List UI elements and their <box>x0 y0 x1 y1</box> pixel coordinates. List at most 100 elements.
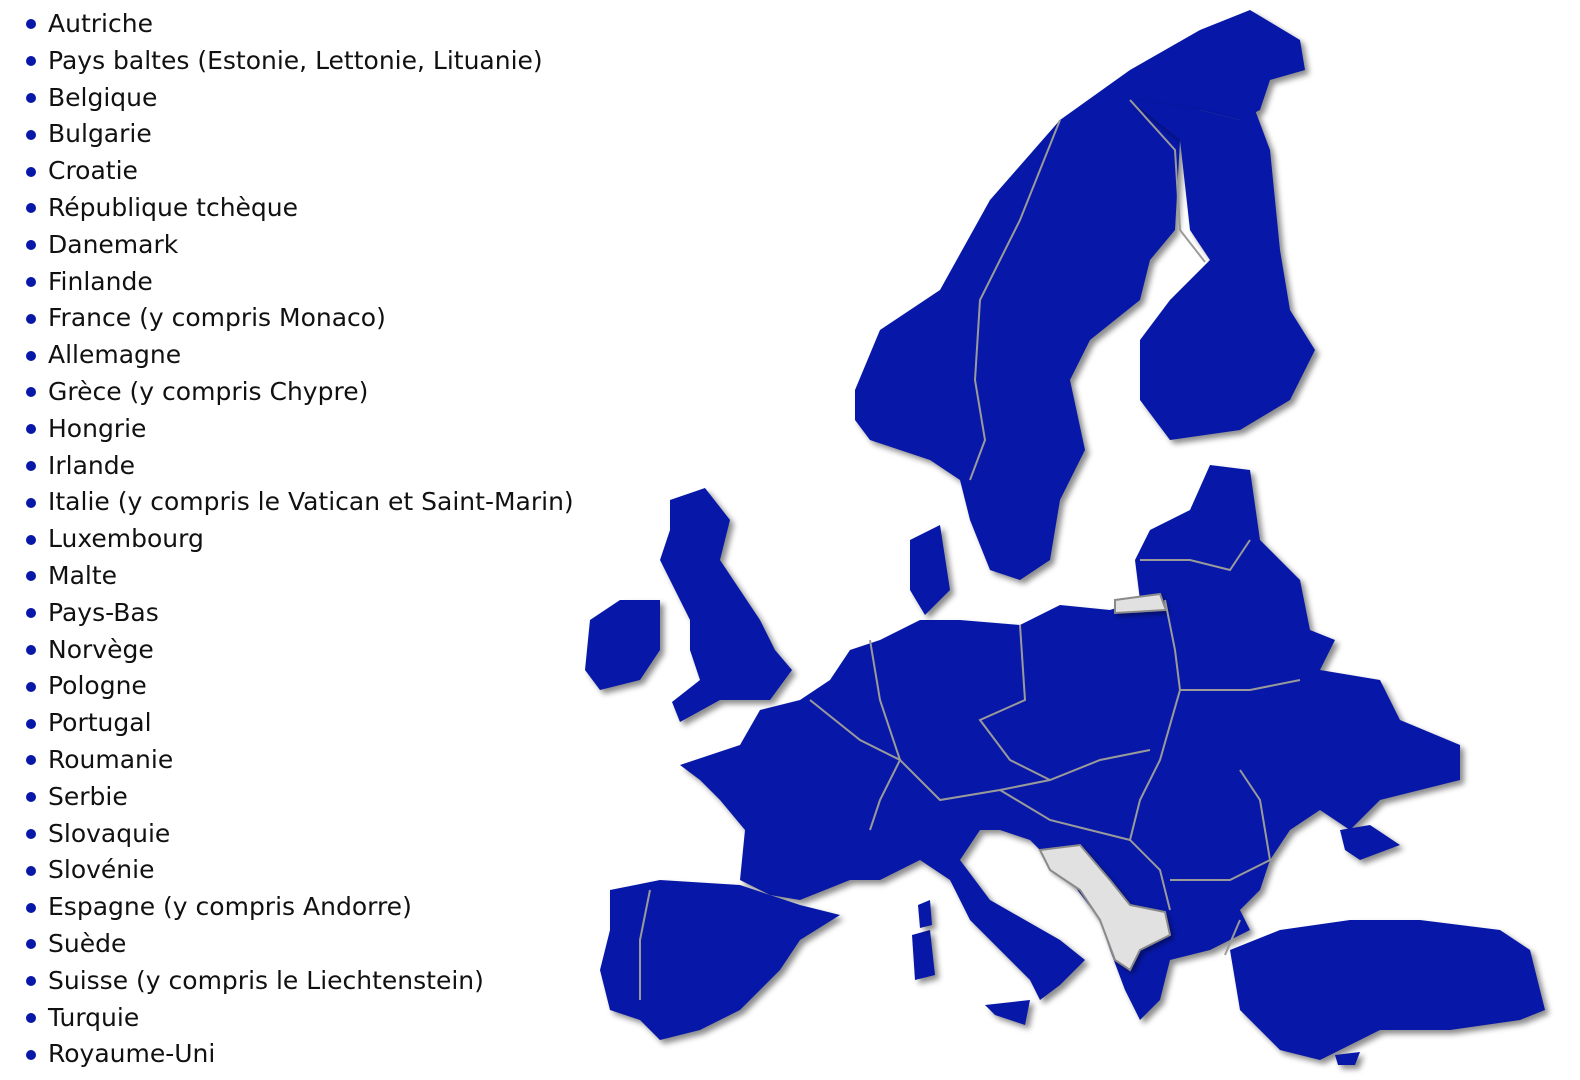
bullet-icon <box>26 608 36 619</box>
country-label: Italie (y compris le Vatican et Saint-Ma… <box>48 487 574 517</box>
region-turkey <box>1230 920 1545 1060</box>
region-sardinia <box>912 930 935 980</box>
country-label: Finlande <box>48 266 153 296</box>
country-label: Hongrie <box>48 413 147 443</box>
list-item: Pays baltes (Estonie, Lettonie, Lituanie… <box>24 43 574 80</box>
list-item: Grèce (y compris Chypre) <box>24 374 574 411</box>
region-continental-europe <box>680 465 1460 1020</box>
region-kaliningrad-excluded <box>1114 592 1168 615</box>
bullet-icon <box>26 203 36 214</box>
list-item: Royaume-Uni <box>24 1036 574 1073</box>
list-item: Croatie <box>24 153 574 190</box>
country-list: Autriche Pays baltes (Estonie, Lettonie, … <box>24 6 574 1073</box>
country-label: Roumanie <box>48 744 174 774</box>
bullet-icon <box>26 460 36 471</box>
bullet-icon <box>26 166 36 177</box>
bullet-icon <box>26 56 36 67</box>
region-scandinavia <box>855 10 1305 580</box>
list-item: Danemark <box>24 227 574 264</box>
bullet-icon <box>26 129 36 140</box>
list-item: Autriche <box>24 6 574 43</box>
bullet-icon <box>26 681 36 692</box>
list-item: Slovaquie <box>24 816 574 853</box>
country-label: Belgique <box>48 82 158 112</box>
region-cyprus <box>1335 1052 1360 1065</box>
country-label: Danemark <box>48 229 179 259</box>
list-item: Italie (y compris le Vatican et Saint-Ma… <box>24 484 574 521</box>
border-line <box>1140 539 1251 572</box>
bullet-icon <box>26 1049 36 1060</box>
country-label: Suède <box>48 928 127 958</box>
country-label: Slovaquie <box>48 818 171 848</box>
list-item: République tchèque <box>24 190 574 227</box>
list-item: Irlande <box>24 448 574 485</box>
list-item: Roumanie <box>24 742 574 779</box>
list-item: Slovénie <box>24 852 574 889</box>
bullet-icon <box>26 19 36 30</box>
bullet-icon <box>26 828 36 839</box>
region-western-balkans-excluded <box>1038 843 1172 972</box>
bullet-icon <box>26 387 36 398</box>
list-item: Luxembourg <box>24 521 574 558</box>
border-line <box>1224 919 1241 956</box>
list-item: Portugal <box>24 705 574 742</box>
bullet-icon <box>26 644 36 655</box>
country-label: Malte <box>48 560 118 590</box>
bullet-icon <box>26 939 36 950</box>
bullet-icon <box>26 497 36 508</box>
list-item: Norvège <box>24 632 574 669</box>
bullet-icon <box>26 902 36 913</box>
region-ireland <box>585 600 660 690</box>
list-item: Allemagne <box>24 337 574 374</box>
bullet-icon <box>26 534 36 545</box>
country-label: Luxembourg <box>48 524 204 554</box>
list-item: Turquie <box>24 1000 574 1037</box>
border-line <box>1128 599 1182 911</box>
bullet-icon <box>26 1012 36 1023</box>
bullet-icon <box>26 865 36 876</box>
country-label: Pologne <box>48 671 147 701</box>
country-label: Espagne (y compris Andorre) <box>48 892 412 922</box>
country-label: Pays-Bas <box>48 597 159 627</box>
list-item: Serbie <box>24 779 574 816</box>
bullet-icon <box>26 571 36 582</box>
bullet-icon <box>26 718 36 729</box>
country-label: Slovénie <box>48 855 155 885</box>
bullet-icon <box>26 276 36 287</box>
country-label: Serbie <box>48 781 128 811</box>
border-line <box>639 889 651 1000</box>
list-item: Belgique <box>24 80 574 117</box>
list-item: Malte <box>24 558 574 595</box>
border-line <box>1129 99 1206 263</box>
country-label: Norvège <box>48 634 154 664</box>
border-line <box>969 119 1061 481</box>
border-line <box>1170 769 1272 881</box>
border-line <box>978 624 1051 781</box>
country-label: République tchèque <box>48 192 299 222</box>
country-label: Bulgarie <box>48 119 152 149</box>
bullet-icon <box>26 424 36 435</box>
list-item: Pays-Bas <box>24 595 574 632</box>
region-denmark <box>910 525 950 615</box>
list-item: Pologne <box>24 668 574 705</box>
country-label: Portugal <box>48 708 152 738</box>
list-item: Suède <box>24 926 574 963</box>
list-item: Finlande <box>24 264 574 301</box>
bullet-icon <box>26 755 36 766</box>
bullet-icon <box>26 350 36 361</box>
country-label: Allemagne <box>48 340 182 370</box>
region-crimea <box>1340 825 1400 860</box>
list-item: Hongrie <box>24 411 574 448</box>
region-iberia <box>600 880 840 1040</box>
region-great-britain <box>660 488 792 722</box>
region-finland <box>1130 100 1315 440</box>
country-label: Grèce (y compris Chypre) <box>48 376 369 406</box>
bullet-icon <box>26 792 36 803</box>
border-line <box>999 789 1131 841</box>
country-label: Autriche <box>48 9 153 38</box>
list-item: Bulgarie <box>24 116 574 153</box>
country-label: France (y compris Monaco) <box>48 303 386 333</box>
list-item: France (y compris Monaco) <box>24 300 574 337</box>
border-line <box>869 639 1151 802</box>
bullet-icon <box>26 976 36 987</box>
